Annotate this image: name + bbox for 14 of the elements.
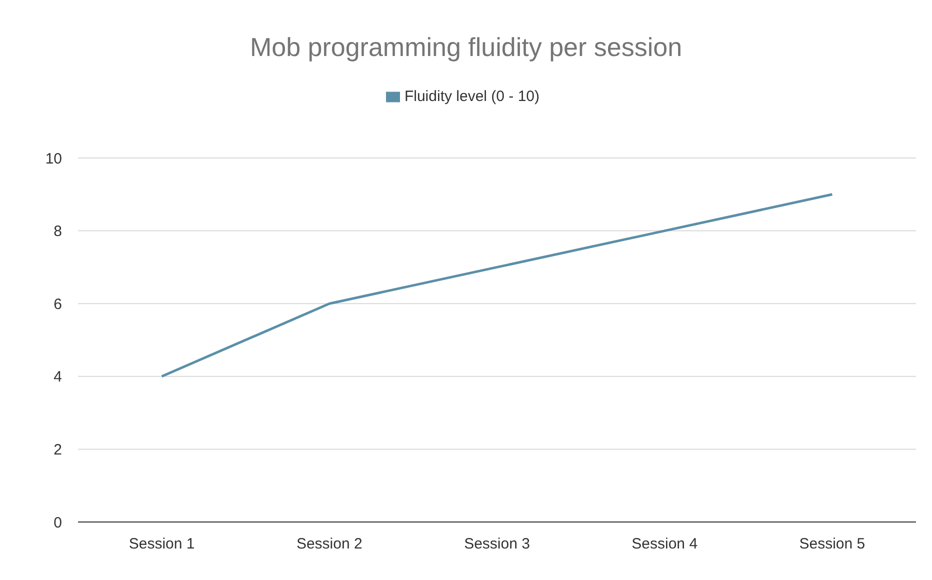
y-tick-label: 2: [54, 442, 62, 459]
x-tick-label: Session 5: [799, 536, 866, 553]
x-tick-label: Session 3: [464, 536, 530, 553]
y-tick-label: 10: [45, 150, 62, 168]
legend-label: Fluidity level (0 - 10): [404, 88, 540, 105]
line-series: [160, 193, 834, 378]
y-tick-label: 6: [54, 296, 62, 313]
y-tick-label: 0: [54, 514, 62, 532]
chart-title: Mob programming fluidity per session: [248, 32, 684, 63]
x-tick-label: Session 1: [128, 536, 195, 553]
y-tick-label: 8: [54, 223, 62, 240]
x-tick-label: Session 4: [632, 536, 698, 553]
x-tick-label: Session 2: [296, 536, 362, 553]
y-tick-label: 4: [54, 368, 62, 386]
